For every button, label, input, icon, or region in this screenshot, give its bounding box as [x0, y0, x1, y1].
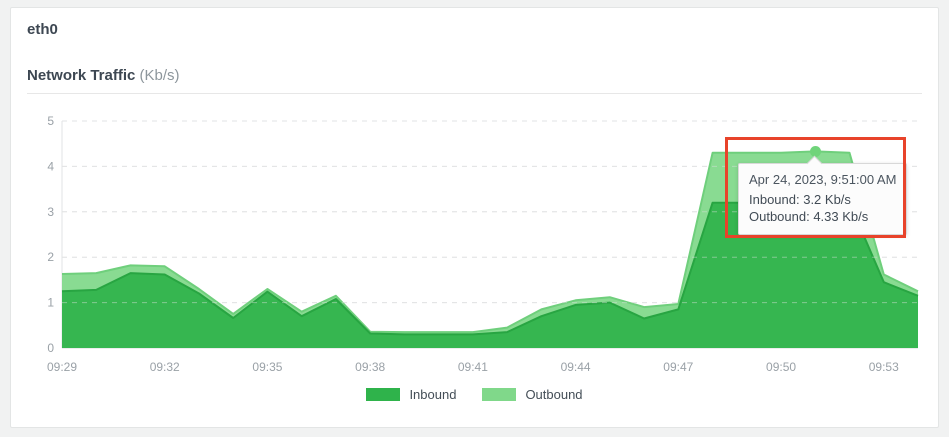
legend-item-outbound[interactable]: Outbound — [482, 387, 583, 402]
outbound-swatch-icon — [482, 388, 517, 401]
legend-item-inbound[interactable]: Inbound — [366, 387, 456, 402]
legend-label: Outbound — [525, 387, 583, 402]
chart-title: Network Traffic (Kb/s) — [27, 67, 180, 84]
chart-legend: Inbound Outbound — [0, 387, 949, 402]
inbound-swatch-icon — [366, 388, 401, 401]
legend-label: Inbound — [409, 387, 457, 402]
chart-title-unit: (Kb/s) — [139, 67, 180, 84]
interface-name: eth0 — [27, 21, 58, 38]
annotation-box — [725, 137, 906, 238]
hovered-point-marker[interactable] — [810, 146, 821, 157]
chart-title-text: Network Traffic — [27, 67, 136, 84]
header-divider — [27, 93, 922, 94]
